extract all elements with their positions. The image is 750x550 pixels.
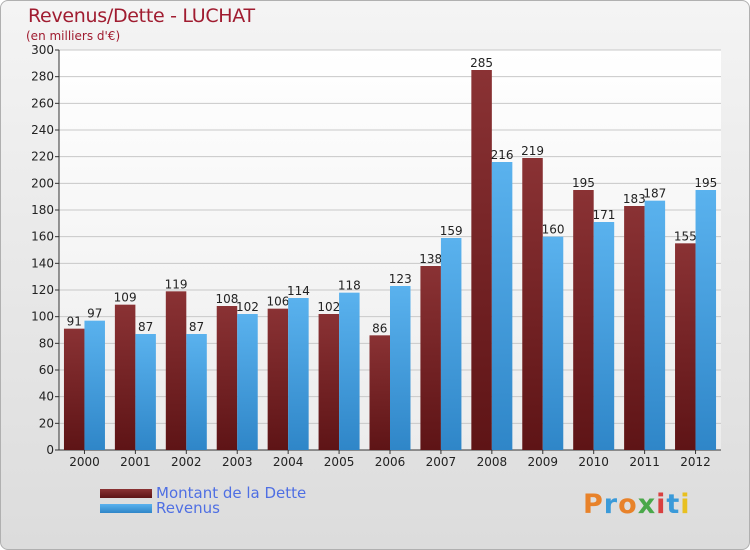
x-tick-label: 2011 [629, 455, 660, 469]
y-tick-label: 0 [46, 443, 54, 457]
x-tick-label: 2012 [680, 455, 711, 469]
bar-debt [369, 335, 390, 450]
legend-label-revenue: Revenus [156, 499, 220, 517]
data-label-revenue: 160 [542, 223, 565, 237]
data-label-revenue: 102 [236, 300, 259, 314]
chart-subtitle: (en milliers d'€) [26, 29, 121, 43]
legend-swatch-revenue [100, 504, 152, 513]
legend-swatch-debt [100, 489, 152, 498]
y-tick-label: 100 [31, 310, 54, 324]
x-tick-label: 2004 [273, 455, 304, 469]
y-tick-label: 180 [31, 203, 54, 217]
bar-revenue [84, 320, 105, 450]
x-tick-label: 2006 [375, 455, 406, 469]
data-label-revenue: 114 [287, 284, 310, 298]
data-label-debt: 155 [674, 229, 697, 243]
bar-revenue [186, 334, 207, 450]
bar-revenue [491, 162, 513, 450]
x-tick-label: 2007 [426, 455, 457, 469]
data-label-revenue: 216 [491, 148, 514, 162]
data-label-debt: 108 [216, 292, 239, 306]
y-tick-label: 280 [31, 70, 54, 84]
y-tick-label: 220 [31, 150, 54, 164]
x-tick-label: 2001 [120, 455, 151, 469]
x-tick-label: 2009 [527, 455, 558, 469]
bar-debt [267, 308, 289, 450]
data-label-debt: 106 [266, 295, 289, 309]
data-label-debt: 138 [419, 252, 442, 266]
data-label-debt: 86 [372, 321, 387, 335]
bar-debt [165, 291, 187, 450]
bar-revenue [237, 314, 258, 450]
data-label-debt: 183 [623, 192, 646, 206]
y-tick-label: 80 [39, 336, 54, 350]
x-tick-label: 2002 [171, 455, 202, 469]
y-tick-label: 300 [31, 43, 54, 57]
bar-revenue [644, 200, 666, 450]
x-tick-label: 2000 [69, 455, 100, 469]
proxiti-logo: Proxiti [583, 489, 691, 520]
y-tick-label: 120 [31, 283, 54, 297]
bar-revenue [339, 292, 360, 450]
data-label-revenue: 97 [87, 307, 102, 321]
bar-debt [318, 314, 340, 450]
chart-title: Revenus/Dette - LUCHAT [28, 5, 255, 27]
x-tick-label: 2010 [578, 455, 609, 469]
y-tick-label: 40 [39, 390, 54, 404]
y-tick-label: 260 [31, 96, 54, 110]
bar-revenue [288, 298, 309, 450]
bar-debt [675, 243, 696, 450]
y-tick-label: 140 [31, 256, 54, 270]
data-label-revenue: 118 [338, 279, 361, 293]
bar-debt [573, 190, 594, 450]
data-label-revenue: 87 [189, 320, 204, 334]
bar-debt [471, 70, 492, 450]
bar-revenue [390, 286, 411, 450]
y-tick-label: 60 [39, 363, 54, 377]
bar-debt [624, 206, 645, 450]
bar-revenue [440, 238, 462, 450]
y-tick-label: 240 [31, 123, 54, 137]
y-tick-label: 20 [39, 416, 54, 430]
data-label-debt: 285 [470, 56, 493, 70]
bar-debt [216, 306, 238, 450]
x-tick-label: 2003 [222, 455, 253, 469]
legend-label-debt: Montant de la Dette [156, 484, 307, 502]
data-label-revenue: 187 [643, 187, 666, 201]
data-label-revenue: 171 [592, 208, 615, 222]
y-tick-label: 200 [31, 176, 54, 190]
data-label-debt: 195 [572, 176, 595, 190]
bar-debt [522, 158, 543, 450]
data-label-revenue: 195 [694, 176, 717, 190]
bar-debt [420, 266, 441, 450]
data-label-revenue: 123 [389, 272, 412, 286]
data-label-debt: 219 [521, 144, 544, 158]
bar-debt [63, 328, 85, 450]
data-label-debt: 91 [67, 315, 82, 329]
data-label-revenue: 87 [138, 320, 153, 334]
data-label-debt: 109 [114, 291, 137, 305]
bar-revenue [593, 222, 615, 450]
data-label-revenue: 159 [440, 224, 463, 238]
data-label-debt: 102 [317, 300, 340, 314]
bar-revenue [542, 236, 564, 450]
y-tick-label: 160 [31, 230, 54, 244]
bar-debt [114, 304, 136, 450]
x-tick-label: 2008 [477, 455, 508, 469]
x-tick-label: 2005 [324, 455, 355, 469]
data-label-debt: 119 [165, 277, 188, 291]
bar-revenue [695, 190, 717, 450]
bar-revenue [135, 334, 156, 450]
